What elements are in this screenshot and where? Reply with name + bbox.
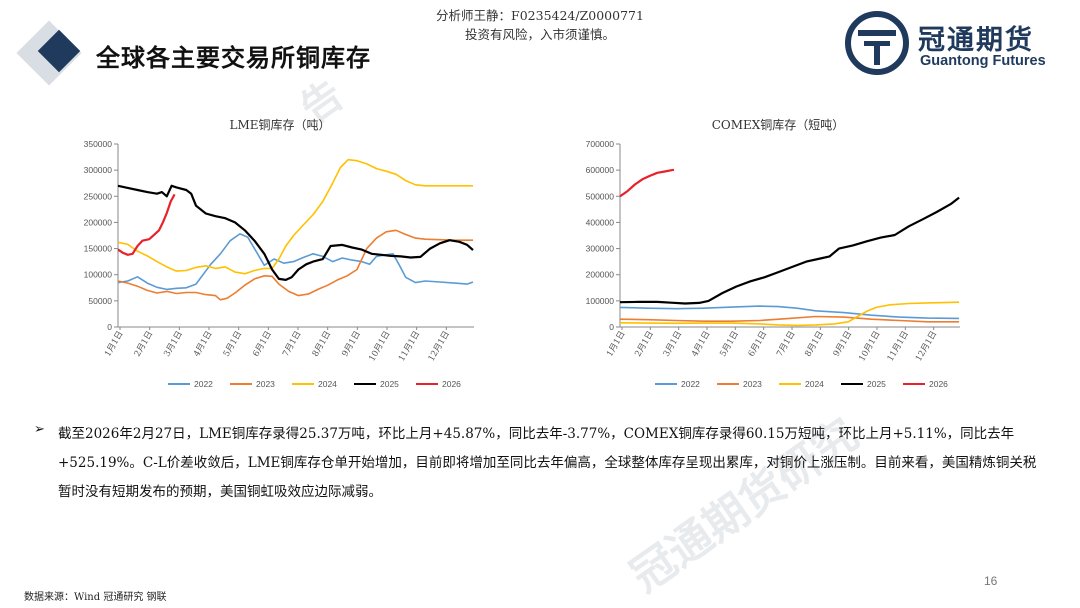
series-line-2024	[117, 158, 473, 275]
y-tick-label: 300000	[586, 244, 615, 254]
series-line-2022	[619, 305, 960, 320]
company-logo: 冠通期货 Guantong Futures	[844, 10, 1074, 76]
x-tick-label: 11月1日	[397, 330, 422, 364]
x-tick-label: 5月1日	[222, 330, 245, 359]
x-tick-label: 9月1日	[832, 330, 855, 359]
bullet-arrow-icon: ➢	[34, 422, 45, 437]
y-tick-label: 350000	[84, 139, 113, 149]
legend-label-2026: 2026	[442, 379, 461, 389]
y-tick-label: 200000	[586, 270, 615, 280]
x-tick-label: 10月1日	[857, 330, 882, 364]
logo-emblem-icon	[845, 11, 909, 75]
x-tick-label: 6月1日	[251, 330, 274, 359]
x-tick-label: 3月1日	[662, 330, 685, 359]
y-tick-label: 0	[609, 322, 614, 332]
x-tick-label: 8月1日	[311, 330, 334, 359]
lme-chart-svg: LME铜库存（吨） 0 50000 100000 150000 200000 250000 3…	[84, 117, 474, 389]
x-tick-label: 1月1日	[103, 330, 126, 359]
series-line-2026	[619, 168, 675, 198]
x-tick-label: 6月1日	[747, 330, 770, 359]
y-tick-label: 600000	[586, 165, 615, 175]
legend-label-2023: 2023	[256, 379, 275, 389]
y-tick-label: 50000	[88, 296, 112, 306]
y-tick-label: 100000	[84, 270, 113, 280]
series-line-2023	[619, 315, 960, 323]
y-tick-label: 150000	[84, 244, 113, 254]
comex-chart-svg: COMEX铜库存（短吨） 0 100000 200000 300000 400000 500…	[586, 117, 960, 389]
x-tick-label: 2月1日	[633, 330, 656, 359]
x-tick-label: 4月1日	[192, 330, 215, 359]
logo-name-cn: 冠通期货	[918, 25, 1034, 56]
x-tick-label: 3月1日	[162, 330, 185, 359]
legend-label-2024: 2024	[805, 379, 824, 389]
y-tick-label: 0	[107, 322, 112, 332]
series-line-2025	[117, 184, 474, 281]
logo-name-en: Guantong Futures	[920, 53, 1046, 69]
lme-chart: LME铜库存（吨） 0 50000 100000 150000 200000 250000 3…	[80, 112, 490, 402]
y-tick-label: 100000	[586, 296, 615, 306]
legend-label-2026: 2026	[929, 379, 948, 389]
y-tick-label: 300000	[84, 165, 113, 175]
x-tick-label: 1月1日	[605, 330, 628, 359]
risk-notice: 投资有风险，入市须谨慎。	[464, 27, 615, 42]
analyst-info: 分析师王静：F0235424/Z0000771 投资有风险，入市须谨慎。	[360, 6, 720, 44]
x-tick-label: 9月1日	[340, 330, 363, 359]
comex-chart: COMEX铜库存（短吨） 0 100000 200000 300000 400000 500…	[560, 112, 980, 402]
commentary-text: 截至2026年2月27日，LME铜库存录得25.37万吨，环比上月+45.87%…	[58, 426, 1037, 500]
x-tick-label: 12月1日	[914, 330, 939, 364]
y-tick-label: 200000	[84, 217, 113, 227]
y-tick-label: 400000	[586, 217, 615, 227]
chart-title: LME铜库存（吨）	[229, 117, 330, 132]
x-tick-label: 11月1日	[886, 330, 911, 364]
x-tick-label: 10月1日	[367, 330, 392, 364]
analyst-line: 分析师王静：F0235424/Z0000771	[436, 8, 644, 23]
y-tick-label: 700000	[586, 139, 615, 149]
series-line-2022	[117, 233, 474, 291]
x-tick-label: 7月1日	[281, 330, 304, 359]
x-tick-label: 12月1日	[427, 330, 452, 364]
x-tick-label: 7月1日	[775, 330, 798, 359]
x-tick-label: 5月1日	[718, 330, 741, 359]
x-tick-label: 4月1日	[690, 330, 713, 359]
legend-label-2022: 2022	[194, 379, 213, 389]
x-tick-label: 2月1日	[133, 330, 156, 359]
legend-label-2025: 2025	[380, 379, 399, 389]
y-tick-label: 500000	[586, 191, 615, 201]
y-tick-label: 250000	[84, 191, 113, 201]
data-source: 数据来源：Wind 冠通研究 钢联	[24, 592, 167, 603]
legend-label-2025: 2025	[867, 379, 886, 389]
commentary: ➢ 截至2026年2月27日，LME铜库存录得25.37万吨，环比上月+45.8…	[34, 420, 1044, 507]
legend-label-2023: 2023	[743, 379, 762, 389]
page-title: 全球各主要交易所铜库存	[96, 44, 371, 72]
series-line-2023	[117, 229, 473, 301]
x-tick-label: 8月1日	[803, 330, 826, 359]
series-line-2024	[619, 301, 960, 327]
series-line-2025	[619, 196, 960, 305]
legend-label-2024: 2024	[318, 379, 337, 389]
chart-title: COMEX铜库存（短吨）	[712, 117, 845, 132]
legend-label-2022: 2022	[681, 379, 700, 389]
series-line-2026	[117, 193, 176, 256]
page-number: 16	[984, 574, 998, 588]
